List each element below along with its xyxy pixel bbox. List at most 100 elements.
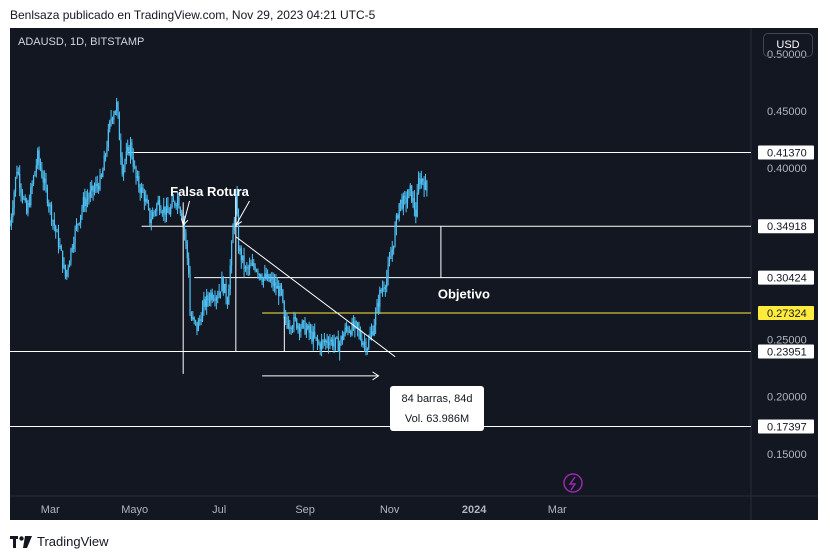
candle-body-169 bbox=[243, 255, 245, 269]
candle-body-212 bbox=[303, 320, 305, 322]
level-label-4: 0.23951 bbox=[767, 347, 807, 359]
candle-body-7 bbox=[19, 173, 21, 188]
candle-body-6 bbox=[17, 171, 19, 174]
candle-body-158 bbox=[228, 288, 230, 305]
candle-body-39 bbox=[63, 264, 65, 269]
chart-frame[interactable]: Falsa Rotura Objetivo 84 barras, 84d Vol. 6… bbox=[10, 28, 818, 520]
candle-body-251 bbox=[357, 322, 359, 329]
candle-body-161 bbox=[232, 229, 234, 243]
candle-body-9 bbox=[21, 192, 24, 199]
candle-body-207 bbox=[296, 318, 298, 329]
candle-body-128 bbox=[186, 242, 188, 259]
candle-body-106 bbox=[156, 204, 158, 211]
candle-body-263 bbox=[373, 325, 375, 336]
price-chart[interactable]: Falsa Rotura Objetivo 84 barras, 84d Vol. 6… bbox=[10, 28, 818, 520]
candle-body-148 bbox=[214, 299, 216, 301]
candle-body-91 bbox=[135, 166, 137, 179]
candle-body-291 bbox=[412, 198, 414, 202]
candle-body-236 bbox=[336, 337, 338, 339]
candle-body-222 bbox=[316, 337, 319, 343]
candle-body-4 bbox=[14, 177, 17, 193]
candle-body-298 bbox=[422, 178, 424, 182]
candle-body-94 bbox=[139, 187, 141, 194]
price-tick-label-4: 0.20000 bbox=[767, 392, 807, 404]
candle-body-63 bbox=[96, 183, 98, 187]
price-axis[interactable]: 0.50000 0.45000 0.40000 0.25000 0.20000 0.150… bbox=[758, 49, 814, 461]
candle-body-124 bbox=[181, 212, 183, 219]
candle-body-282 bbox=[399, 199, 402, 204]
candle-body-59 bbox=[91, 185, 93, 191]
candle-body-136 bbox=[197, 320, 199, 331]
candle-body-89 bbox=[132, 156, 134, 167]
candle-body-140 bbox=[203, 299, 205, 308]
candle-body-50 bbox=[78, 222, 80, 225]
candle-body-231 bbox=[329, 341, 331, 346]
candle-body-271 bbox=[384, 287, 386, 289]
candle-body-51 bbox=[80, 215, 82, 223]
candle-body-262 bbox=[372, 331, 374, 336]
candle-body-229 bbox=[326, 340, 328, 344]
candle-body-126 bbox=[183, 220, 186, 233]
candle-body-264 bbox=[375, 311, 377, 326]
candle-body-135 bbox=[196, 322, 198, 331]
candle-body-240 bbox=[341, 336, 343, 340]
candle-body-133 bbox=[193, 317, 195, 321]
annotations: Falsa Rotura Objetivo 84 barras, 84d Vol. 6… bbox=[170, 184, 583, 493]
candle-body-85 bbox=[127, 146, 129, 152]
candle-body-261 bbox=[370, 331, 373, 336]
currency-button[interactable]: USD bbox=[763, 33, 813, 57]
candle-body-74 bbox=[111, 118, 114, 120]
candle-body-265 bbox=[376, 303, 378, 312]
candle-body-143 bbox=[207, 295, 209, 300]
candle-body-67 bbox=[102, 170, 104, 178]
candle-body-259 bbox=[368, 339, 370, 349]
time-tick-label-6: Mar bbox=[548, 504, 567, 516]
candle-body-243 bbox=[345, 327, 348, 329]
candle-body-217 bbox=[309, 330, 312, 333]
candle-body-96 bbox=[142, 187, 144, 193]
candle-body-132 bbox=[192, 317, 194, 319]
candle-body-184 bbox=[264, 273, 266, 278]
candle-body-200 bbox=[286, 317, 288, 323]
candle-body-48 bbox=[75, 224, 78, 229]
candle-body-224 bbox=[319, 344, 321, 350]
candle-body-78 bbox=[117, 102, 119, 116]
candle-body-183 bbox=[262, 277, 265, 283]
candle-body-239 bbox=[340, 336, 342, 344]
candle-body-45 bbox=[71, 248, 73, 250]
candle-body-88 bbox=[131, 142, 133, 157]
candle-body-116 bbox=[170, 207, 172, 215]
candle-body-214 bbox=[305, 328, 307, 334]
candle-body-134 bbox=[194, 320, 197, 323]
candle-body-33 bbox=[55, 225, 57, 232]
candle-body-283 bbox=[401, 199, 403, 209]
level-tag-1 bbox=[758, 219, 814, 234]
candle-body-213 bbox=[304, 320, 306, 334]
candle-body-100 bbox=[147, 202, 150, 209]
candle-body-159 bbox=[229, 265, 231, 289]
candle-body-221 bbox=[315, 337, 317, 339]
candle-body-249 bbox=[354, 321, 356, 329]
candle-body-223 bbox=[318, 342, 320, 345]
candle-body-46 bbox=[73, 243, 75, 249]
candle-body-3 bbox=[13, 192, 15, 209]
time-axis[interactable]: Mar Mayo Jul Sep Nov 2024 Mar bbox=[41, 504, 567, 516]
objective-label: Objetivo bbox=[438, 287, 490, 302]
candle-body-147 bbox=[212, 299, 215, 301]
candle-body-24 bbox=[42, 177, 44, 183]
candle-body-152 bbox=[219, 291, 222, 293]
candle-body-21 bbox=[38, 150, 40, 163]
candle-body-84 bbox=[125, 151, 127, 161]
candle-body-292 bbox=[413, 198, 416, 210]
candle-body-82 bbox=[122, 166, 125, 175]
candle-body-175 bbox=[251, 263, 253, 266]
footer-brand[interactable]: TradingView bbox=[10, 534, 109, 549]
candle-body-196 bbox=[280, 285, 283, 290]
candle-body-153 bbox=[221, 277, 223, 292]
level-label-1: 0.34918 bbox=[767, 221, 807, 233]
candle-body-137 bbox=[199, 319, 201, 321]
level-lines bbox=[10, 151, 751, 427]
false-breakout-arrow-0 bbox=[182, 200, 190, 226]
candle-body-179 bbox=[257, 270, 259, 275]
candle-body-167 bbox=[240, 248, 242, 261]
